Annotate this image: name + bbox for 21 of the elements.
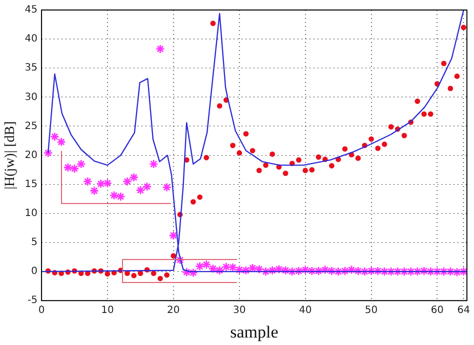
x-tick-label: 20	[167, 305, 180, 316]
y-tick-label: 20	[24, 150, 38, 161]
y-tick-label: 0	[31, 266, 38, 278]
y-axis-title: |H(jw)| [dB]	[3, 121, 18, 190]
y-tick-label: 15	[24, 178, 38, 190]
x-tick-label: 64	[457, 305, 470, 316]
x-tick-label: 60	[430, 305, 444, 316]
x-tick-label: 30	[233, 305, 246, 316]
x-tick-label: 40	[298, 305, 312, 316]
x-tick-label: 10	[101, 305, 114, 316]
y-tick-label: 40	[24, 34, 38, 45]
y-tick-label: 25	[24, 120, 38, 132]
y-tick-label: -5	[28, 295, 38, 306]
x-axis-title: sample	[230, 322, 278, 342]
x-tick-label: 0	[38, 305, 45, 316]
y-tick-label: 30	[24, 92, 38, 103]
y-tick-label: 35	[24, 62, 38, 74]
y-tick-label: 10	[24, 208, 38, 220]
x-tick-label: 50	[364, 305, 378, 316]
y-tick-label: 5	[31, 237, 38, 248]
y-tick-label: 45	[24, 4, 38, 16]
